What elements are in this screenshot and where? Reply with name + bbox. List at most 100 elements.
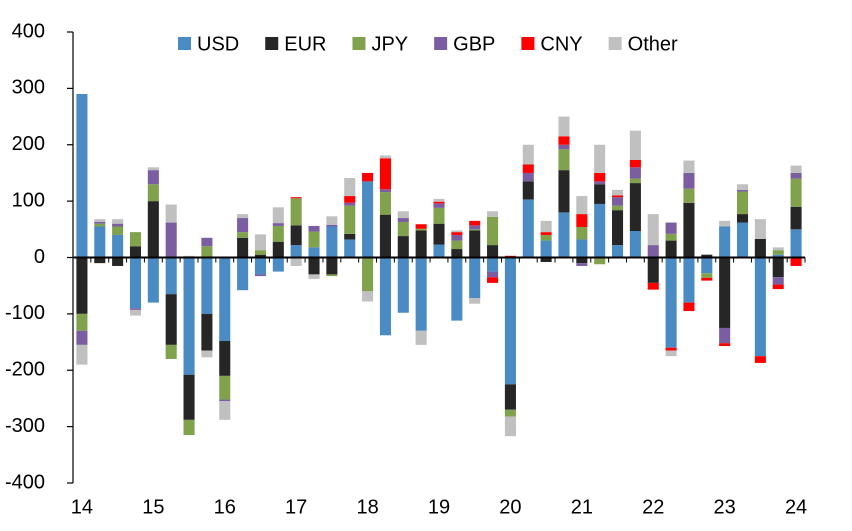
bar-segment [94, 226, 106, 258]
bar-segment [790, 172, 802, 179]
bar-segment [790, 257, 802, 266]
bar-segment [415, 224, 427, 229]
legend-swatch [265, 37, 279, 50]
bar-segment [308, 247, 320, 258]
bar-segment [790, 206, 802, 230]
bar-segment [558, 144, 570, 150]
bar-segment [576, 214, 588, 228]
bar-segment [701, 273, 713, 278]
bar-segment [469, 229, 481, 231]
bar-segment [594, 203, 606, 258]
bar-segment [362, 257, 374, 292]
bar-segment [504, 416, 516, 437]
bar-segment [451, 249, 463, 258]
bar-segment [576, 263, 588, 266]
bar-segment [344, 205, 356, 234]
bar-segment [272, 223, 284, 226]
bar-segment [540, 234, 552, 241]
bar-segment [201, 246, 213, 258]
bar-segment [683, 257, 695, 303]
bar-segment [451, 234, 463, 241]
bar-segment [129, 257, 142, 309]
bar-segment [576, 227, 588, 240]
bar-segment [254, 234, 266, 251]
bar-segment [129, 246, 142, 258]
bar-segment [790, 178, 802, 207]
bar-segment [219, 401, 231, 420]
legend-swatch [352, 37, 366, 50]
bar-segment [469, 298, 481, 304]
bar-segment [112, 226, 124, 235]
bar-segment [665, 347, 677, 351]
bar-segment [612, 210, 624, 246]
bar-segment [719, 220, 731, 227]
x-tick-label: 15 [142, 496, 164, 518]
bar-segment [719, 226, 731, 258]
bar-segment [397, 211, 409, 219]
y-tick-label: -300 [5, 415, 45, 437]
bar-segment [522, 181, 534, 200]
bars [76, 94, 802, 437]
bar-segment [683, 302, 695, 312]
bar-segment [379, 189, 391, 193]
bar-segment [487, 257, 499, 272]
bar-segment [701, 277, 713, 281]
bar-segment [433, 223, 445, 245]
bar-segment [272, 207, 284, 224]
bar-segment [326, 216, 338, 225]
bar-segment [237, 232, 249, 238]
bar-segment [772, 277, 784, 285]
y-tick-label: 200 [12, 133, 45, 155]
bar-segment [683, 188, 695, 203]
bar-segment [308, 257, 320, 275]
bar-segment [736, 222, 749, 258]
x-tick-label: 22 [642, 496, 664, 518]
bar-segment [469, 225, 481, 230]
bar-segment [629, 231, 641, 258]
legend-swatch [178, 37, 191, 50]
legend-label: USD [197, 33, 239, 55]
bar-segment [344, 239, 356, 258]
bar-segment [683, 160, 695, 173]
bar-segment [487, 216, 499, 246]
bar-segment [540, 257, 552, 263]
bar-segment [504, 257, 516, 385]
legend-swatch [434, 37, 448, 50]
y-tick-label: 100 [12, 189, 45, 211]
legend-swatch [608, 37, 622, 50]
bar-segment [147, 170, 159, 185]
bar-segment [112, 257, 124, 266]
y-tick-label: -400 [5, 471, 45, 493]
bar-segment [647, 245, 659, 258]
bar-segment [772, 284, 784, 290]
bar-segment [665, 350, 677, 357]
bar-segment [612, 195, 624, 198]
bar-segment [326, 226, 338, 258]
bar-segment [326, 224, 338, 227]
bar-segment [129, 309, 142, 316]
bar-segment [165, 222, 177, 258]
bar-segment [469, 220, 481, 226]
bar-segment [290, 198, 302, 226]
bar-segment [451, 232, 463, 235]
bar-segment [112, 223, 124, 227]
bar-segment [254, 257, 266, 275]
bar-segment [683, 202, 695, 258]
bar-segment [326, 257, 338, 275]
bar-segment [451, 257, 463, 321]
bar-segment [379, 155, 391, 159]
x-tick-label: 19 [428, 496, 450, 518]
bar-segment [433, 201, 445, 204]
bar-segment [219, 340, 231, 376]
bar-segment [736, 189, 749, 192]
bar-segment [594, 172, 606, 182]
bar-segment [433, 244, 445, 258]
x-tick-label: 21 [571, 496, 593, 518]
bar-segment [397, 221, 409, 237]
legend-label: EUR [284, 33, 326, 55]
bar-segment [647, 214, 659, 246]
bar-segment [736, 214, 749, 223]
bar-segment [344, 178, 356, 197]
bar-segment [201, 313, 213, 351]
bar-segment [129, 308, 142, 310]
